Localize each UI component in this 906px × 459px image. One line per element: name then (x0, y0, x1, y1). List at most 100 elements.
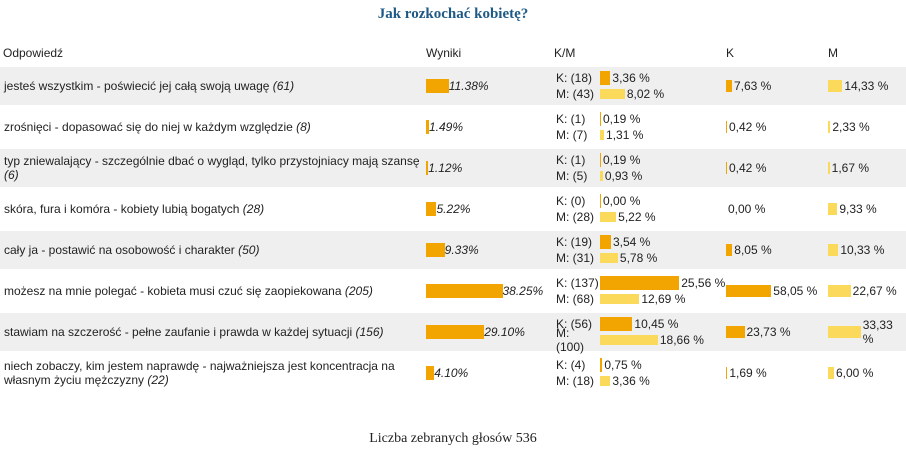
k-cell: 0,00 % (726, 187, 828, 230)
k-bar (600, 112, 601, 126)
k-share-percent: 0,42 % (729, 161, 767, 175)
header-results: Wyniki (426, 46, 462, 60)
answer-text: stawiam na szczerość - pełne zaufanie i … (4, 325, 353, 339)
result-cell: 5.22% (426, 187, 554, 230)
m-percent: 1,31 % (606, 128, 644, 142)
k-count: K: (18) (556, 71, 593, 85)
k-share-percent: 58,05 % (773, 284, 818, 298)
km-cell: K: (19) 3,54 % M: (31) 5,78 % (554, 228, 726, 271)
k-share-bar (726, 367, 728, 379)
k-share-percent: 0,42 % (729, 120, 767, 134)
answer-cell: typ zniewalający - szczególnie dbać o wy… (0, 146, 426, 189)
poll-title: Jak rozkochać kobietę? (377, 6, 529, 22)
k-percent: 0,00 % (603, 194, 641, 208)
k-bar (600, 194, 601, 208)
k-cell: 0,42 % (726, 105, 828, 148)
answer-text: typ zniewalający - szczególnie dbać o wy… (4, 154, 420, 168)
k-cell: 7,63 % (726, 64, 828, 107)
header-m: M (828, 46, 838, 60)
m-count: M: (43) (556, 87, 595, 101)
m-percent: 0,93 % (604, 169, 643, 183)
result-percent: 4.10% (434, 366, 469, 380)
m-bar (600, 294, 640, 304)
k-share-percent: 7,63 % (733, 79, 772, 93)
poll-results-table: Odpowiedź Wyniki K/M K M jesteś wszystki… (0, 42, 906, 392)
k-count: K: (4) (556, 358, 586, 372)
result-bar (426, 161, 429, 175)
k-bar (600, 71, 611, 85)
m-share-percent: 1,67 % (831, 161, 870, 175)
answer-count: (22) (147, 373, 169, 387)
result-percent: 9.33% (444, 243, 479, 257)
m-share-percent: 22,67 % (852, 284, 897, 298)
result-cell: 11.38% (426, 64, 554, 107)
km-cell: K: (1) 0,19 % M: (7) 1,31 % (554, 105, 726, 148)
m-cell: 14,33 % (828, 64, 906, 107)
m-bar (600, 89, 625, 99)
k-percent: 0,19 % (603, 112, 641, 126)
m-bar (600, 376, 611, 386)
k-count: K: (19) (556, 235, 593, 249)
answer-cell: możesz na mnie polegać - kobieta musi cz… (0, 269, 426, 312)
k-percent: 0,19 % (603, 153, 641, 167)
answer-cell: niech zobaczy, kim jestem naprawdę - naj… (0, 351, 426, 392)
m-percent: 5,78 % (619, 251, 658, 265)
result-bar (426, 243, 445, 257)
answer-cell: skóra, fura i komóra - kobiety lubią bog… (0, 187, 426, 230)
m-share-bar (828, 367, 834, 379)
table-row: jesteś wszystkim - poświecić jej całą sw… (0, 64, 906, 107)
m-bar (600, 212, 617, 222)
result-percent: 38.25% (502, 284, 544, 298)
m-count: M: (100) (556, 326, 585, 354)
result-cell: 1.49% (426, 105, 554, 148)
answer-text: jesteś wszystkim - poświecić jej całą sw… (4, 79, 270, 93)
result-bar (426, 120, 429, 134)
m-count: M: (5) (556, 169, 588, 183)
result-percent: 1.49% (428, 120, 463, 134)
m-share-percent: 9,33 % (839, 202, 877, 216)
result-percent: 11.38% (448, 79, 489, 93)
table-row: typ zniewalający - szczególnie dbać o wy… (0, 146, 906, 189)
result-bar (426, 202, 437, 216)
k-count: K: (1) (556, 112, 586, 126)
k-count: K: (1) (556, 153, 586, 167)
k-count: K: (137) (556, 276, 599, 290)
k-share-bar (726, 285, 772, 297)
k-cell: 0,42 % (726, 146, 828, 189)
k-share-bar (726, 80, 732, 92)
m-cell: 33,33 % (828, 310, 906, 353)
m-share-bar (828, 121, 831, 133)
m-percent: 3,36 % (612, 374, 650, 388)
answer-text: skóra, fura i komóra - kobiety lubią bog… (4, 202, 240, 216)
answer-cell: cały ja - postawić na osobowość i charak… (0, 228, 426, 271)
result-bar (426, 366, 435, 380)
m-count: M: (28) (556, 210, 595, 224)
m-cell: 22,67 % (828, 269, 906, 312)
k-count: K: (0) (556, 194, 586, 208)
k-percent: 3,36 % (612, 71, 650, 85)
k-bar (600, 276, 680, 290)
k-bar (600, 317, 633, 331)
m-share-percent: 2,33 % (832, 120, 870, 134)
answer-cell: stawiam na szczerość - pełne zaufanie i … (0, 310, 426, 353)
table-row: stawiam na szczerość - pełne zaufanie i … (0, 310, 906, 354)
table-row: zrośnięci - dopasować się do niej w każd… (0, 105, 906, 148)
k-bar (600, 235, 611, 249)
header-km: K/M (554, 46, 576, 60)
table-row: cały ja - postawić na osobowość i charak… (0, 228, 906, 271)
answer-cell: zrośnięci - dopasować się do niej w każd… (0, 105, 426, 148)
m-cell: 2,33 % (828, 105, 906, 148)
k-share-percent: 0,00 % (728, 202, 766, 216)
m-count: M: (68) (556, 292, 595, 306)
answer-count: (205) (344, 284, 373, 298)
result-cell: 9.33% (426, 228, 554, 271)
header-k: K (726, 46, 735, 60)
k-bar (600, 153, 601, 167)
k-count: K: (56) (556, 317, 593, 331)
m-share-percent: 14,33 % (844, 79, 889, 93)
m-cell: 10,33 % (828, 228, 906, 271)
m-percent: 12,69 % (641, 292, 686, 306)
m-share-percent: 33,33 % (862, 318, 893, 346)
answer-count: (61) (272, 79, 295, 93)
result-bar (426, 325, 485, 339)
